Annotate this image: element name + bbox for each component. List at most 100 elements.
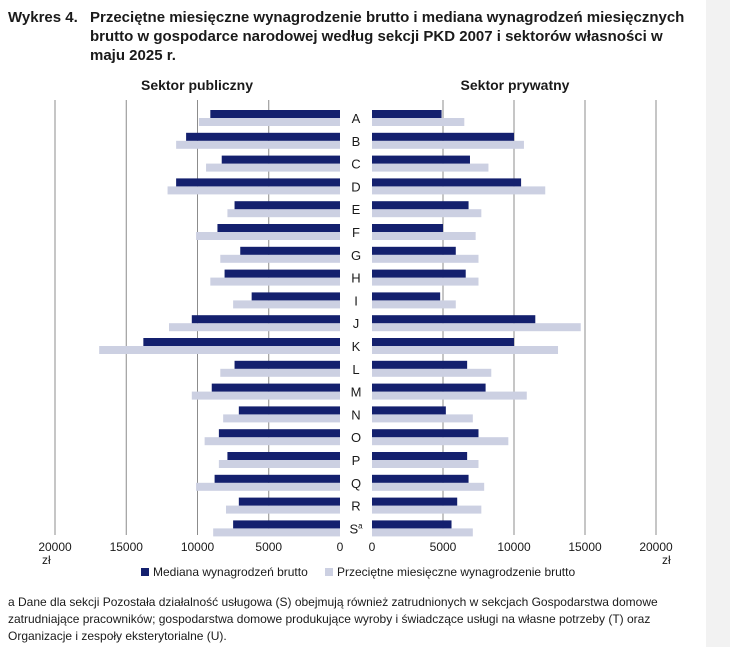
- legend-label-median: Mediana wynagrodzeń brutto: [153, 565, 308, 579]
- category-label: A: [352, 111, 361, 126]
- category-label: K: [352, 339, 361, 354]
- category-label: C: [351, 157, 360, 172]
- tick-label-public: 15000: [110, 540, 144, 554]
- category-label: G: [351, 248, 361, 263]
- bar-median-public: [143, 338, 340, 346]
- tick-label-public: 20000: [38, 540, 72, 554]
- bar-average-public: [196, 482, 340, 491]
- category-label: D: [351, 179, 360, 194]
- bar-median-private: [372, 132, 514, 141]
- category-label: F: [352, 225, 360, 240]
- category-label: J: [353, 316, 360, 331]
- bar-median-private: [372, 224, 443, 232]
- bar-average-private: [372, 528, 473, 537]
- panel-title-public: Sektor publiczny: [141, 77, 253, 93]
- bar-median-public: [233, 520, 340, 529]
- bar-median-public: [240, 246, 340, 255]
- bar-median-public: [214, 474, 340, 483]
- bar-average-public: [191, 391, 340, 400]
- bar-average-public: [233, 300, 340, 309]
- bar-median-public: [217, 224, 340, 232]
- bar-median-private: [372, 201, 469, 210]
- bar-average-public: [176, 140, 340, 149]
- bar-average-private: [372, 323, 581, 332]
- bar-average-private: [372, 232, 476, 240]
- bar-average-private: [372, 277, 479, 286]
- bar-average-public: [169, 323, 340, 332]
- bar-average-private: [372, 460, 479, 468]
- bar-median-private: [372, 315, 536, 324]
- bar-average-public: [206, 163, 340, 172]
- category-label: L: [352, 362, 359, 377]
- category-superscript: a: [358, 521, 363, 530]
- figure-label: Wykres 4.: [8, 9, 78, 26]
- bar-median-public: [234, 201, 340, 210]
- bar-average-public: [220, 254, 340, 263]
- bar-median-public: [238, 406, 340, 415]
- butterfly-chart: Sektor publiczny Sektor prywatny 0 0 5000 500…: [38, 77, 673, 579]
- bar-median-public: [218, 429, 340, 438]
- tick-label-public: 0: [337, 540, 344, 554]
- bar-median-private: [372, 360, 468, 369]
- bar-average-private: [372, 118, 465, 126]
- bar-median-public: [186, 132, 340, 141]
- bar-average-private: [372, 163, 489, 172]
- bar-median-public: [224, 269, 340, 278]
- bar-average-public: [99, 346, 340, 354]
- bar-average-public: [227, 209, 340, 218]
- bar-median-public: [210, 110, 340, 118]
- bar-median-private: [372, 338, 514, 346]
- category-label: P: [352, 453, 361, 468]
- bar-average-private: [372, 482, 485, 491]
- side-strip: [706, 0, 730, 647]
- bar-median-private: [372, 497, 458, 506]
- tick-label-private: 10000: [497, 540, 531, 554]
- category-label: E: [352, 202, 361, 217]
- bar-average-private: [372, 140, 524, 149]
- bar-average-private: [372, 209, 482, 218]
- bar-median-private: [372, 520, 452, 529]
- bar-median-public: [211, 383, 340, 392]
- category-label: H: [351, 271, 360, 286]
- bar-median-private: [372, 429, 479, 438]
- bar-median-public: [234, 360, 340, 369]
- bar-average-public: [210, 277, 340, 286]
- bar-average-private: [372, 505, 482, 514]
- bar-median-private: [372, 292, 441, 301]
- bar-average-public: [223, 414, 340, 423]
- bar-average-public: [196, 232, 340, 240]
- bar-average-public: [204, 437, 340, 446]
- category-label: R: [351, 499, 360, 514]
- bar-average-public: [198, 118, 340, 126]
- footnote: a Dane dla sekcji Pozostała działalność …: [8, 595, 658, 643]
- bar-median-public: [221, 155, 340, 164]
- bar-average-public: [226, 505, 340, 514]
- bar-average-public: [220, 368, 340, 377]
- bar-average-private: [372, 391, 527, 400]
- figure-title: Przeciętne miesięczne wynagrodzenie brut…: [90, 9, 685, 64]
- bar-average-public: [213, 528, 340, 537]
- bar-median-public: [191, 315, 340, 324]
- tick-label-public: 5000: [255, 540, 282, 554]
- legend-swatch-median: [141, 568, 149, 576]
- bar-median-private: [372, 452, 468, 460]
- bar-average-public: [218, 460, 340, 468]
- bar-average-private: [372, 346, 559, 354]
- bar-average-private: [372, 437, 509, 446]
- tick-label-private: 20000: [639, 540, 673, 554]
- unit-label-private: zł: [662, 553, 671, 567]
- legend-swatch-average: [325, 568, 333, 576]
- bar-median-private: [372, 155, 470, 164]
- bar-average-private: [372, 186, 546, 195]
- bar-median-private: [372, 406, 446, 415]
- bar-average-private: [372, 300, 456, 309]
- legend-label-average: Przeciętne miesięczne wynagrodzenie brut…: [337, 565, 575, 579]
- unit-label-public: zł: [42, 553, 51, 567]
- bar-median-private: [372, 383, 486, 392]
- category-label: Sa: [349, 521, 363, 536]
- bar-average-private: [372, 254, 479, 263]
- category-label: I: [354, 293, 358, 308]
- category-label: M: [351, 385, 362, 400]
- bar-median-private: [372, 246, 456, 255]
- bar-median-private: [372, 269, 466, 278]
